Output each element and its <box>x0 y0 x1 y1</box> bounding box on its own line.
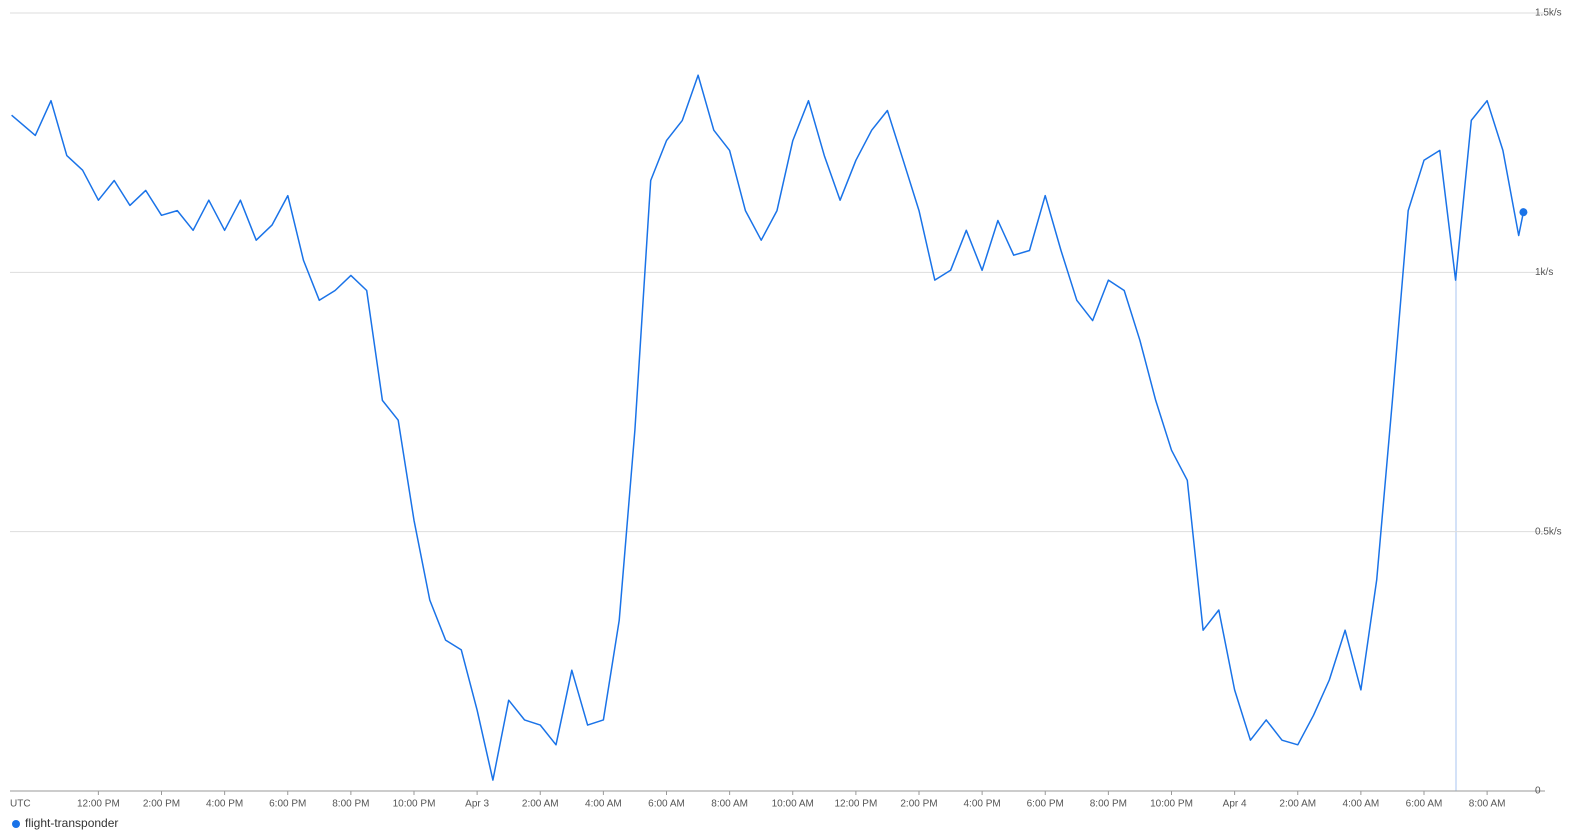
x-tick-label: 8:00 PM <box>1090 799 1127 810</box>
x-tick-label: 6:00 AM <box>1406 799 1443 810</box>
x-tick-label: 2:00 AM <box>522 799 559 810</box>
x-axis-label: UTC <box>10 799 31 810</box>
x-tick-label: 6:00 PM <box>269 799 306 810</box>
x-tick-label: 8:00 AM <box>1469 799 1506 810</box>
x-tick-label: 10:00 AM <box>772 799 814 810</box>
x-tick-label: 6:00 AM <box>648 799 685 810</box>
y-tick-label: 1.5k/s <box>1535 8 1562 19</box>
x-tick-label: Apr 4 <box>1223 799 1247 810</box>
y-tick-label: 0 <box>1535 786 1541 797</box>
end-point <box>1519 208 1528 217</box>
x-tick-label: 2:00 AM <box>1279 799 1316 810</box>
x-tick-label: 4:00 AM <box>585 799 622 810</box>
x-tick-label: 6:00 PM <box>1027 799 1064 810</box>
x-tick-label: 8:00 PM <box>332 799 369 810</box>
y-tick-label: 0.5k/s <box>1535 526 1562 537</box>
x-tick-label: 10:00 PM <box>1150 799 1193 810</box>
x-tick-label: 8:00 AM <box>711 799 748 810</box>
series-line <box>11 74 1525 781</box>
x-tick-label: Apr 3 <box>465 799 489 810</box>
x-tick-label: 2:00 PM <box>900 799 937 810</box>
legend-label[interactable]: flight-transponder <box>25 816 118 830</box>
y-tick-label: 1k/s <box>1535 267 1553 278</box>
x-tick-label: 10:00 PM <box>393 799 436 810</box>
legend-swatch <box>12 820 20 828</box>
x-tick-label: 12:00 PM <box>834 799 877 810</box>
x-tick-label: 4:00 PM <box>206 799 243 810</box>
x-tick-label: 12:00 PM <box>77 799 120 810</box>
x-tick-label: 2:00 PM <box>143 799 180 810</box>
x-tick-label: 4:00 AM <box>1343 799 1380 810</box>
x-tick-label: 4:00 PM <box>964 799 1001 810</box>
